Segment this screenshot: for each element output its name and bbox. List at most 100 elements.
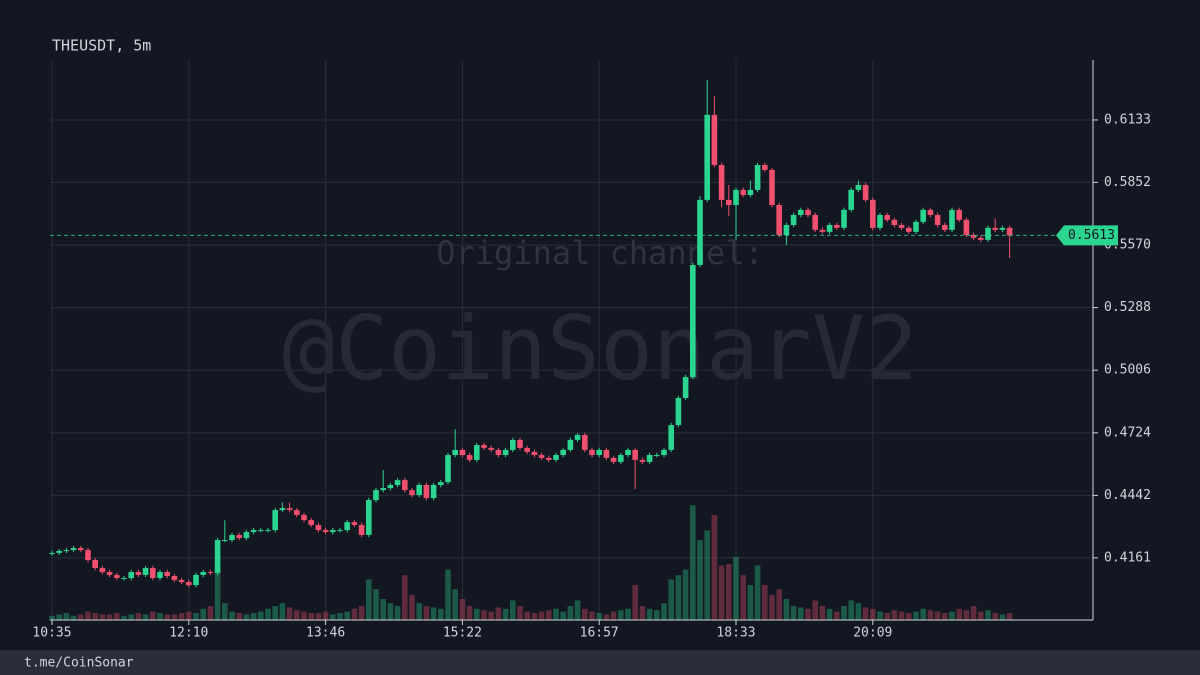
candle-body (416, 484, 422, 495)
candle-body (884, 214, 890, 220)
volume-bar (366, 579, 372, 620)
candle-body (870, 199, 876, 228)
candle-body (171, 576, 178, 581)
volume-bar (877, 611, 883, 620)
candle-body (524, 447, 530, 452)
volume-bar (186, 611, 192, 620)
candle-body (862, 185, 869, 200)
candle-body (135, 572, 142, 575)
volume-bar (445, 569, 451, 620)
volume-bar (128, 614, 134, 620)
volume-bar (913, 611, 919, 620)
volume-bar (402, 575, 408, 620)
volume-bar (171, 614, 178, 620)
candle-body (164, 572, 170, 577)
candle-body (733, 189, 739, 205)
volume-bar (344, 611, 350, 620)
candle-body (582, 435, 588, 450)
candle-body (589, 449, 595, 456)
candle-body (718, 165, 725, 200)
candle-body (603, 449, 610, 458)
candle-body (186, 582, 192, 586)
volume-bar (222, 603, 228, 620)
x-tick-label: 18:33 (716, 626, 755, 641)
candle-body (301, 514, 307, 521)
candle-body (632, 449, 638, 460)
volume-bar (330, 614, 336, 620)
volume-bar (423, 606, 430, 620)
volume-bar (567, 606, 574, 620)
volume-bar (272, 606, 278, 620)
candle-body (646, 455, 653, 462)
volume-bar (769, 594, 775, 620)
volume-bar (754, 565, 761, 620)
volume-bar (430, 607, 437, 620)
grid (50, 60, 1093, 620)
volume-bar (906, 613, 912, 620)
volume-bar (488, 611, 494, 620)
candle-body (510, 439, 516, 450)
candle-body (574, 435, 581, 440)
volume-bar (646, 608, 653, 620)
volume-bar (538, 611, 545, 620)
volume-bar (524, 611, 530, 620)
volume-bar (178, 613, 185, 620)
volume-bar (949, 611, 955, 620)
candle-body (114, 574, 120, 579)
candle-body (70, 548, 77, 551)
watermark-line1: Original channel: (436, 234, 764, 272)
candle-body (222, 540, 228, 542)
y-tick-label: 0.5288 (1104, 300, 1151, 315)
volume-bar (884, 613, 890, 620)
volume-bar (121, 615, 127, 620)
candle-body (711, 114, 718, 166)
candle-body (920, 209, 926, 222)
candle-body (272, 510, 278, 531)
candle-body (99, 568, 106, 573)
volume-bar (337, 613, 343, 620)
candle-body (495, 449, 502, 456)
candle-body (452, 449, 458, 456)
candle-body (229, 534, 235, 541)
candle-body (121, 578, 127, 580)
candle-body (531, 451, 538, 456)
volume-bar (733, 557, 739, 620)
candle-body (200, 572, 206, 575)
candle-body (978, 237, 984, 240)
volume-bar (661, 603, 667, 620)
candle-body (286, 508, 293, 511)
candle-body (654, 455, 660, 457)
candle-body (754, 165, 761, 190)
last-price-label: 0.5613 (1068, 228, 1115, 243)
candle-body (949, 209, 955, 230)
candle-body (78, 548, 84, 551)
candle-body (150, 568, 156, 579)
candle-body (142, 568, 149, 575)
volume-bar (618, 610, 624, 620)
volume-bar (819, 606, 826, 620)
candle-body (668, 425, 674, 450)
candle-body (596, 449, 602, 456)
candle-body (776, 204, 782, 235)
volume-bar (718, 565, 725, 620)
candle-body (790, 214, 797, 225)
candle-body (92, 560, 98, 569)
candle-body (250, 530, 257, 533)
volume-bar (855, 603, 862, 620)
candle-body (639, 459, 646, 462)
candle-body (769, 169, 775, 205)
volume-bar (387, 603, 394, 620)
chart-title: THEUSDT, 5m (52, 37, 151, 55)
volume-bar (639, 606, 646, 620)
volume-bar (978, 611, 984, 620)
candle-body (402, 480, 408, 491)
volume-bar (265, 608, 271, 620)
candle-body (351, 522, 358, 525)
volume-bar (625, 608, 631, 620)
volume-bar (78, 614, 84, 620)
volume-bar (150, 611, 156, 620)
candle-body (567, 439, 574, 450)
volume-bar (322, 611, 329, 620)
volume-bar (99, 614, 106, 620)
